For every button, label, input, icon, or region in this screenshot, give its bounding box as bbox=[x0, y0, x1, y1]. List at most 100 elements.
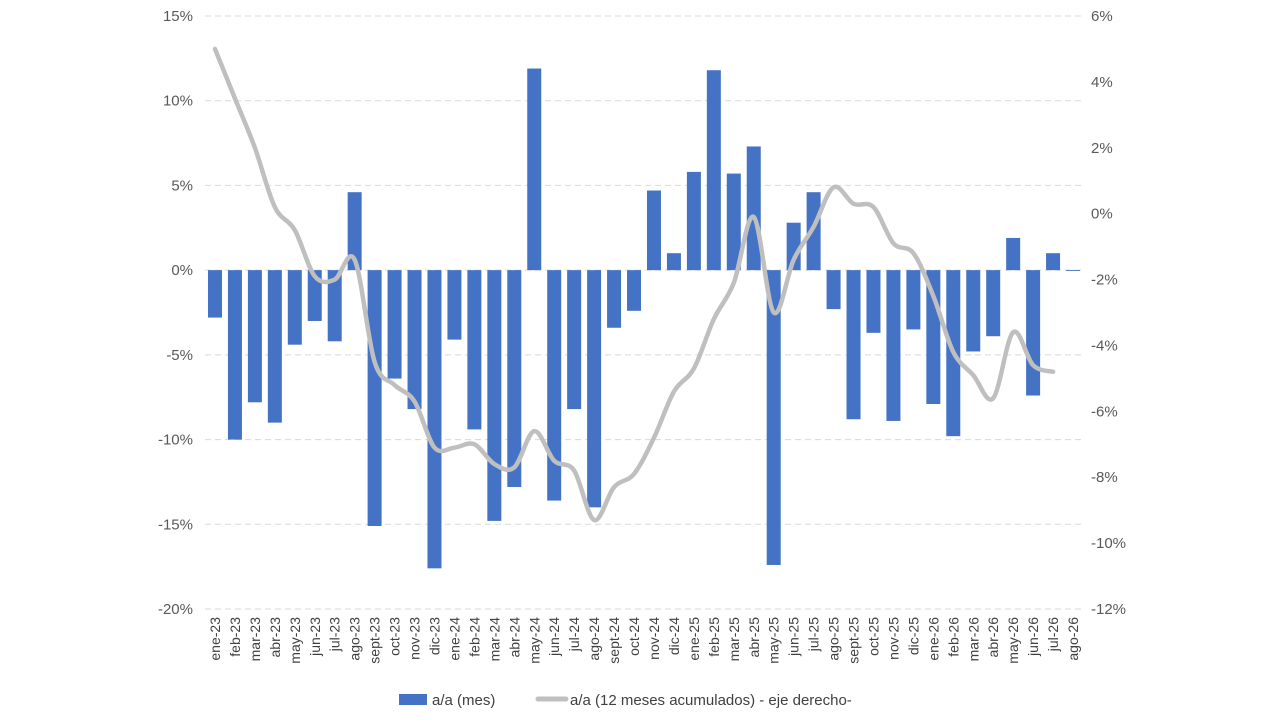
bar-may-25 bbox=[766, 270, 781, 565]
y-right-tick-label: 2% bbox=[1091, 140, 1113, 157]
x-tick-feb-26: feb-26 bbox=[945, 617, 961, 657]
x-tick-sept-23: sept-23 bbox=[367, 617, 383, 664]
x-tick-may-24: may-24 bbox=[526, 617, 542, 664]
bar-may-23 bbox=[287, 270, 302, 345]
x-tick-jun-24: jun-24 bbox=[546, 617, 562, 657]
x-tick-oct-23: oct-23 bbox=[387, 617, 403, 656]
bar-may-26 bbox=[1006, 237, 1021, 271]
y-right-tick-label: -10% bbox=[1091, 535, 1126, 552]
bar-ago-25 bbox=[826, 270, 841, 310]
y-right-tick-label: 0% bbox=[1091, 206, 1113, 223]
x-tick-may-25: may-25 bbox=[766, 617, 782, 664]
x-tick-mar-26: mar-26 bbox=[965, 617, 981, 662]
bar-sept-23 bbox=[367, 270, 382, 526]
x-tick-feb-25: feb-25 bbox=[706, 617, 722, 657]
x-tick-abr-23: abr-23 bbox=[267, 617, 283, 658]
x-tick-oct-25: oct-25 bbox=[865, 617, 881, 656]
y-right-tick-label: -2% bbox=[1091, 272, 1118, 289]
bar-ago-23 bbox=[347, 192, 362, 271]
legend-swatch-bar bbox=[399, 694, 427, 705]
bar-oct-25 bbox=[866, 270, 881, 333]
bar-mar-24 bbox=[487, 270, 502, 521]
y-left-tick-label: 15% bbox=[163, 8, 193, 25]
x-tick-ene-26: ene-26 bbox=[925, 617, 941, 661]
x-tick-oct-24: oct-24 bbox=[626, 617, 642, 656]
legend-label-line: a/a (12 meses acumulados) - eje derecho- bbox=[570, 692, 852, 709]
bar-feb-24 bbox=[467, 270, 482, 430]
bar-may-24 bbox=[527, 68, 542, 271]
bar-jun-23 bbox=[307, 270, 322, 321]
bar-mar-23 bbox=[247, 270, 262, 403]
bar-dic-24 bbox=[666, 253, 681, 271]
bar-nov-25 bbox=[886, 270, 901, 421]
bar-ene-25 bbox=[686, 171, 701, 271]
series-line-path bbox=[212, 46, 1056, 523]
y-axis-left-ticks: 15% 10% 5% 0% -5% -10% -15% -20% bbox=[158, 8, 193, 618]
bar-abr-26 bbox=[986, 270, 1001, 337]
x-tick-abr-26: abr-26 bbox=[985, 617, 1001, 658]
x-tick-ene-25: ene-25 bbox=[686, 617, 702, 661]
x-tick-mar-25: mar-25 bbox=[726, 617, 742, 662]
y-right-tick-label: -12% bbox=[1091, 601, 1126, 618]
y-right-tick-label: -8% bbox=[1091, 469, 1118, 486]
x-tick-jul-24: jul-24 bbox=[566, 617, 582, 652]
x-tick-ago-26: ago-26 bbox=[1065, 617, 1081, 661]
bar-oct-23 bbox=[387, 270, 402, 379]
bar-abr-25 bbox=[746, 146, 761, 271]
x-tick-mar-23: mar-23 bbox=[247, 617, 263, 662]
x-tick-ago-25: ago-25 bbox=[826, 617, 842, 661]
bar-jun-26 bbox=[1026, 270, 1041, 396]
x-tick-sept-25: sept-25 bbox=[846, 617, 862, 664]
bar-ene-23 bbox=[207, 270, 222, 318]
bar-mar-25 bbox=[726, 173, 741, 271]
bar-oct-24 bbox=[627, 270, 642, 311]
bar-nov-23 bbox=[407, 270, 422, 410]
line-a-a-12-meses bbox=[212, 46, 1056, 523]
bar-dic-25 bbox=[906, 270, 921, 330]
y-left-tick-label: -20% bbox=[158, 601, 193, 618]
x-tick-ago-24: ago-24 bbox=[586, 617, 602, 661]
bar-ene-24 bbox=[447, 270, 462, 340]
y-left-tick-label: 5% bbox=[171, 177, 193, 194]
x-tick-jun-23: jun-23 bbox=[307, 617, 323, 657]
bar-ago-24 bbox=[587, 270, 602, 508]
y-right-tick-label: -6% bbox=[1091, 403, 1118, 420]
bar-feb-25 bbox=[706, 70, 721, 271]
x-tick-abr-24: abr-24 bbox=[506, 617, 522, 658]
x-tick-may-23: may-23 bbox=[287, 617, 303, 664]
bar-sept-25 bbox=[846, 270, 861, 420]
x-tick-dic-23: dic-23 bbox=[426, 617, 442, 655]
x-tick-dic-25: dic-25 bbox=[905, 617, 921, 655]
bars-a-a-mes bbox=[207, 68, 1081, 569]
x-tick-nov-25: nov-25 bbox=[885, 617, 901, 660]
bar-abr-24 bbox=[507, 270, 522, 488]
bar-sept-24 bbox=[607, 270, 622, 328]
bar-nov-24 bbox=[646, 190, 661, 271]
x-tick-nov-23: nov-23 bbox=[407, 617, 423, 660]
x-tick-jul-25: jul-25 bbox=[806, 617, 822, 652]
bar-dic-23 bbox=[427, 270, 442, 569]
x-tick-jun-25: jun-25 bbox=[786, 617, 802, 657]
y-right-tick-label: 6% bbox=[1091, 8, 1113, 25]
y-left-tick-label: 10% bbox=[163, 93, 193, 110]
bar-jun-25 bbox=[786, 222, 801, 271]
x-tick-ene-23: ene-23 bbox=[207, 617, 223, 661]
y-axis-right-ticks: 6% 4% 2% 0% -2% -4% -6% -8% -10% -12% bbox=[1091, 8, 1126, 618]
x-tick-feb-23: feb-23 bbox=[227, 617, 243, 657]
x-axis-ticks: ene-23 feb-23 mar-23 abr-23 may-23 jun-23 jul-… bbox=[207, 617, 1081, 664]
bar-jul-26 bbox=[1046, 253, 1061, 271]
bar-jul-24 bbox=[567, 270, 582, 410]
x-tick-feb-24: feb-24 bbox=[466, 617, 482, 657]
bar-abr-23 bbox=[267, 270, 282, 423]
x-tick-ago-23: ago-23 bbox=[347, 617, 363, 661]
x-tick-may-26: may-26 bbox=[1005, 617, 1021, 664]
x-tick-mar-24: mar-24 bbox=[486, 617, 502, 662]
x-tick-jun-26: jun-26 bbox=[1025, 617, 1041, 657]
x-tick-jul-26: jul-26 bbox=[1045, 617, 1061, 652]
bar-jun-24 bbox=[547, 270, 562, 501]
bar-feb-23 bbox=[227, 270, 242, 440]
x-tick-abr-25: abr-25 bbox=[746, 617, 762, 658]
x-tick-ene-24: ene-24 bbox=[446, 617, 462, 661]
x-tick-nov-24: nov-24 bbox=[646, 617, 662, 660]
